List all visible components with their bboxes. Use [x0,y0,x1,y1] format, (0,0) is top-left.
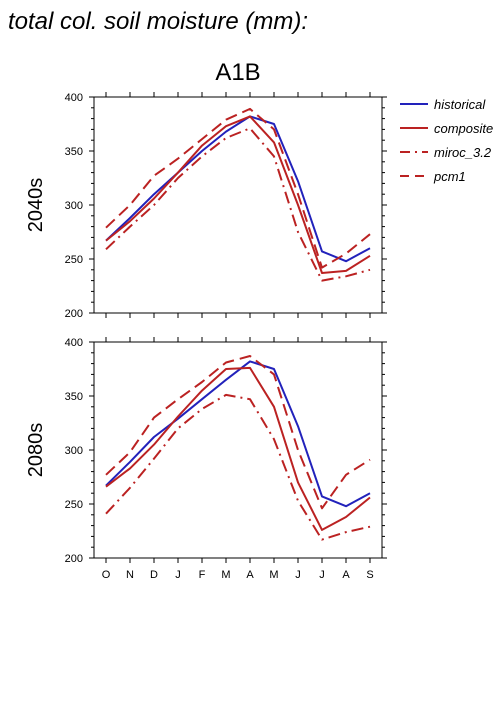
plot-frame-2080s [93,341,383,559]
x-tick-label: D [150,569,158,581]
page-title: total col. soil moisture (mm): [8,8,309,35]
legend-label-composite: composite [434,121,493,136]
y-tick-label: 200 [65,553,83,565]
x-tick-label: O [102,569,111,581]
x-tick-label: A [246,569,254,581]
x-tick-label: M [221,569,230,581]
x-tick-label: F [199,569,206,581]
series-line-composite [105,115,371,274]
x-tick-label: A [342,569,350,581]
y-tick-label: 250 [65,254,83,266]
series-line-composite [105,366,371,531]
x-tick-label: S [366,569,373,581]
panel-label-2040s: 2040s [25,178,47,233]
x-tick-label: J [295,569,301,581]
series-line-miroc-3-2 [105,127,371,282]
x-tick-label: N [126,569,134,581]
y-tick-label: 350 [65,146,83,158]
y-tick-label: 350 [65,391,83,403]
chart-title: A1B [215,59,260,86]
y-tick-label: 400 [65,337,83,349]
y-tick-label: 300 [65,200,83,212]
panel-label-2080s: 2080s [25,423,47,478]
y-tick-label: 200 [65,308,83,320]
plot-frame-2040s [93,96,383,314]
x-tick-label: J [175,569,181,581]
series-line-pcm1 [105,107,371,269]
legend-label-miroc-3-2: miroc_3.2 [434,145,492,160]
x-tick-label: M [269,569,278,581]
y-tick-label: 400 [65,92,83,104]
y-tick-label: 250 [65,499,83,511]
y-tick-label: 300 [65,445,83,457]
legend-label-pcm1: pcm1 [433,169,466,184]
series-line-historical [105,360,371,508]
series-line-historical [105,115,371,263]
series-line-miroc-3-2 [105,393,371,541]
x-tick-label: J [319,569,325,581]
series-line-pcm1 [105,355,371,510]
legend-label-historical: historical [434,97,486,112]
